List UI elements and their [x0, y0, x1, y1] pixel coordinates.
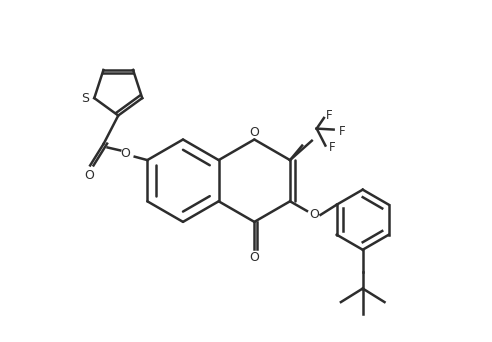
Text: F: F	[338, 124, 345, 137]
Text: O: O	[249, 251, 259, 264]
Text: O: O	[309, 208, 319, 221]
Text: F: F	[329, 142, 336, 155]
Text: S: S	[82, 92, 90, 105]
Text: O: O	[120, 147, 130, 160]
Text: O: O	[249, 126, 259, 139]
Text: F: F	[326, 108, 332, 121]
Text: O: O	[84, 169, 94, 182]
